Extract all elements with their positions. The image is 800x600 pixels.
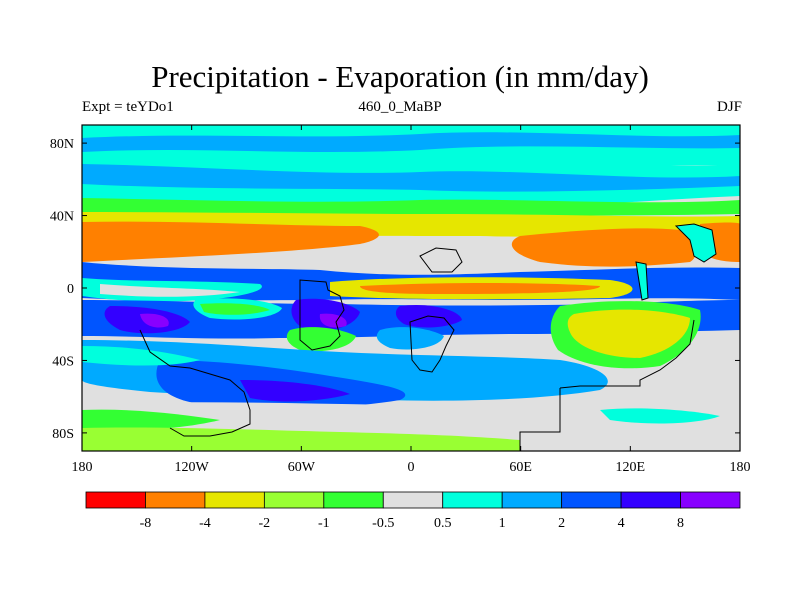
coastline-southwest	[139, 329, 251, 437]
antarctic-cyan-east	[600, 408, 720, 424]
coastline-gondwana-west	[299, 279, 345, 351]
antarctic-lightgreen	[82, 427, 520, 451]
coastline-narrow-land	[635, 261, 649, 301]
colorbar: -8 -4 -2 -1 -0.5 0.5 1 2 4 8	[85, 491, 741, 531]
x-tick-label: 120E	[616, 460, 646, 475]
field-layer	[82, 125, 740, 451]
south-green-patch	[200, 303, 270, 315]
colorbar-label: 8	[677, 516, 684, 531]
colorbar-label: 2	[558, 516, 565, 531]
x-tick-label: 60W	[288, 460, 316, 475]
southwest-cyan	[82, 346, 200, 366]
y-tick-label: 80N	[50, 137, 74, 152]
colorbar-label: -8	[140, 516, 152, 531]
colorbar-label: -1	[318, 516, 330, 531]
colorbar-swatch	[145, 491, 206, 509]
period-label: 460_0_MaBP	[358, 99, 442, 115]
y-tick-label: 40S	[52, 354, 74, 369]
colorbar-swatch	[263, 491, 325, 509]
colorbar-label: 0.5	[434, 516, 452, 531]
x-tick-label: 120W	[175, 460, 210, 475]
x-tick-label: 60E	[509, 460, 532, 475]
equatorial-orange	[360, 283, 600, 294]
season-label: DJF	[716, 99, 742, 115]
colorbar-swatch	[85, 491, 146, 509]
subtropic-north-orange-west	[82, 221, 379, 262]
colorbar-label: -4	[199, 516, 211, 531]
colorbar-swatch	[680, 491, 741, 509]
y-tick-label: 40N	[50, 210, 74, 225]
storm-track-north	[82, 164, 740, 192]
coastline-antarctic	[519, 388, 561, 451]
x-tick-label: 180	[730, 460, 751, 475]
australia-yellow	[567, 309, 690, 358]
colorbar-label: 4	[618, 516, 625, 531]
coastline-northeast	[674, 223, 717, 263]
east-pacific-grey	[100, 284, 240, 297]
y-tick-label: 0	[67, 282, 74, 297]
colorbar-label: -2	[259, 516, 271, 531]
y-tick-label: 80S	[52, 427, 74, 442]
arctic-blue-region	[82, 132, 740, 152]
experiment-label: Expt = teYDo1	[82, 99, 174, 115]
map-title: Precipitation - Evaporation (in mm/day)	[151, 59, 649, 94]
x-tick-label: 0	[408, 460, 415, 475]
colorbar-label: 1	[499, 516, 506, 531]
colorbar-swatch	[561, 491, 622, 509]
colorbar-label: -0.5	[372, 516, 394, 531]
colorbar-swatch	[323, 491, 384, 509]
colorbar-swatch	[501, 491, 563, 509]
coastline-central-north	[419, 247, 463, 273]
south-midlat-darkblue	[240, 380, 350, 402]
midlat-green-band	[82, 198, 740, 216]
x-tick-label: 180	[72, 460, 93, 475]
colorbar-swatch	[620, 491, 681, 509]
antarctic-green-west	[82, 409, 220, 431]
axis-layer: 80N 40N 0 40S 80S 180 120W 60W 0 60E 120E 180	[50, 125, 751, 475]
coastline-southeast	[559, 319, 695, 389]
south-pacific-purple	[140, 313, 169, 328]
colorbar-swatch	[204, 491, 265, 509]
gondwana-west-purple	[319, 313, 347, 328]
coastline-gondwana-east	[409, 315, 455, 373]
subtropic-north-orange-east	[511, 228, 697, 267]
colorbar-swatch	[382, 491, 444, 509]
colorbar-swatch	[442, 491, 503, 509]
